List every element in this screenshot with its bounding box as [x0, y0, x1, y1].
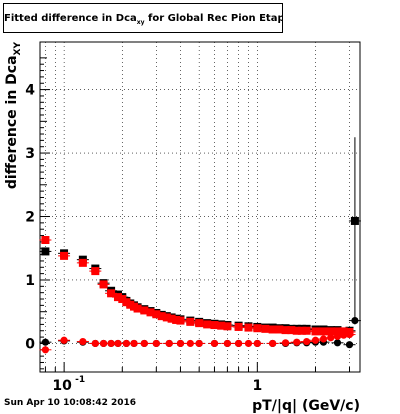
x-axis-label: pT/|q| (GeV/c) — [252, 398, 360, 414]
data-point-square — [133, 304, 142, 313]
data-point-square — [172, 315, 181, 324]
x-tick-label-exponent: -1 — [75, 375, 85, 385]
chart-title-subscript: xy — [136, 19, 145, 26]
y-tick-label: 4 — [25, 83, 35, 99]
data-point-square — [195, 319, 204, 328]
data-point-square — [78, 258, 87, 267]
data-point-square — [152, 310, 161, 319]
data-point-circle — [253, 339, 261, 348]
data-point-square — [140, 306, 149, 315]
x-tick-label: 1 — [252, 378, 262, 394]
data-point-circle — [79, 337, 87, 346]
data-point-circle — [186, 339, 194, 348]
data-point-circle — [351, 316, 359, 325]
data-point-circle — [269, 339, 277, 348]
data-point-circle — [107, 339, 115, 348]
data-point-circle — [244, 339, 253, 348]
data-point-square — [326, 327, 335, 336]
data-point-square — [319, 327, 328, 336]
data-point-circle — [333, 339, 342, 347]
y-tick-label: 1 — [25, 273, 35, 289]
data-point-circle — [91, 339, 99, 348]
data-point-circle — [223, 339, 231, 348]
data-point-circle — [122, 339, 130, 348]
data-point-circle — [165, 339, 173, 348]
data-point-square — [339, 327, 348, 336]
data-point-square — [253, 324, 262, 333]
data-point-circle — [333, 332, 342, 341]
data-point-square — [99, 280, 108, 289]
data-point-square — [91, 267, 100, 276]
data-point-circle — [195, 339, 203, 348]
data-point-square — [268, 325, 277, 334]
data-point-circle — [140, 339, 148, 348]
data-point-circle — [327, 334, 335, 342]
chart-title-box: Fitted difference in Dcaxy for Global Re… — [3, 3, 283, 33]
chart-title-main: Fitted difference in Dca — [4, 13, 137, 24]
data-point-circle — [345, 341, 354, 349]
data-point-circle — [303, 337, 311, 346]
footer-timestamp: Sun Apr 10 10:08:42 2016 — [4, 398, 137, 408]
data-point-square — [157, 312, 166, 321]
data-point-square — [176, 316, 185, 325]
data-point-circle — [345, 330, 354, 339]
data-point-circle — [281, 339, 290, 347]
data-point-circle — [152, 339, 160, 348]
chart-title-suffix: for Global Rec Pion EtapT — [144, 13, 283, 24]
data-point-square — [302, 326, 311, 335]
data-point-circle — [114, 339, 122, 348]
data-point-square — [107, 289, 116, 298]
plot-frame — [39, 41, 361, 373]
data-point-square — [287, 326, 296, 335]
data-point-circle — [41, 338, 50, 346]
data-point-square — [41, 236, 50, 244]
data-point-square — [162, 313, 171, 322]
data-point-circle — [60, 336, 68, 344]
y-axis-label: difference in DcaXY — [4, 42, 23, 190]
data-point-circle — [340, 331, 348, 339]
data-point-square — [186, 317, 195, 326]
data-point-square — [146, 308, 155, 317]
data-point-square — [113, 293, 122, 302]
data-point-square — [244, 323, 253, 332]
data-point-square — [311, 327, 320, 336]
data-point-square — [167, 314, 176, 323]
data-point-circle — [210, 339, 219, 348]
data-point-circle — [293, 338, 301, 346]
data-point-circle — [99, 339, 108, 348]
data-point-circle — [41, 346, 50, 354]
data-point-square — [234, 322, 243, 331]
data-point-circle — [130, 339, 138, 348]
data-point-square — [41, 247, 50, 256]
data-point-square — [203, 320, 212, 329]
data-point-circle — [235, 339, 243, 348]
data-point-square — [350, 216, 359, 225]
data-point-square — [275, 325, 284, 334]
y-tick-label: 0 — [25, 336, 35, 352]
data-point-circle — [311, 336, 320, 344]
data-point-square — [210, 321, 219, 330]
data-point-square — [261, 324, 270, 333]
data-point-square — [333, 327, 342, 336]
y-tick-label: 2 — [25, 210, 35, 226]
y-tick-label: 3 — [25, 146, 35, 162]
data-point-circle — [176, 339, 185, 348]
data-point-square — [223, 322, 232, 331]
data-point-square — [217, 321, 226, 330]
data-point-circle — [319, 335, 328, 343]
x-tick-label: 10 — [52, 378, 72, 394]
data-point-square — [118, 295, 127, 304]
data-point-square — [60, 251, 69, 260]
